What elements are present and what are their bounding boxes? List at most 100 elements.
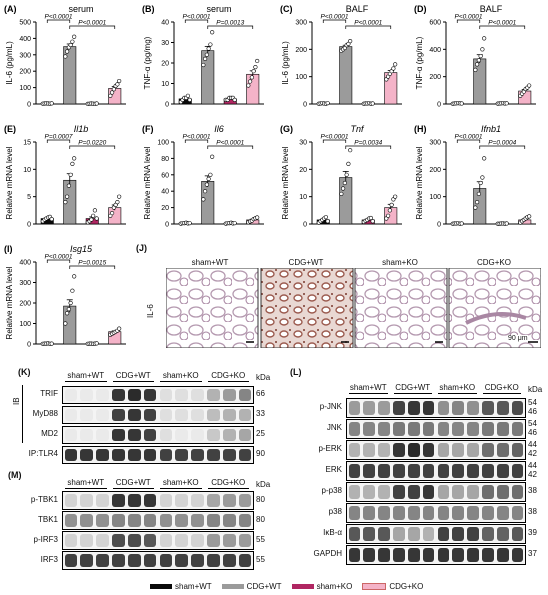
data-point [49, 101, 54, 106]
y-tick-label: 0 [165, 102, 169, 109]
y-tick-label: 0 [27, 222, 31, 229]
blot-band [422, 527, 435, 541]
y-axis-label: IL-6 (pg/mL) [5, 41, 14, 85]
blot-band [363, 485, 376, 499]
kda-value: 38 [528, 486, 537, 495]
blot-row-label: MyD88 [32, 409, 58, 418]
blot-group-label: sham+KO [162, 478, 199, 487]
blot-band [437, 506, 450, 520]
legend-text-sham-wt: sham+WT [175, 582, 212, 591]
blot-band [127, 389, 141, 401]
legend: sham+WT CDG+WT sham+KO CDG+KO [150, 582, 433, 591]
blot-band [452, 548, 465, 562]
blot-row-label: IRF3 [40, 554, 58, 564]
hist-tile-cdg-ko [448, 268, 541, 348]
significance-bracket [322, 19, 347, 23]
kda-value: 54 [528, 398, 537, 407]
significance-bracket [322, 139, 347, 143]
hist-tile-sham-wt [166, 268, 259, 348]
blot-band [363, 527, 376, 541]
data-point [249, 75, 254, 80]
blot-band [467, 464, 479, 478]
blot-band [407, 506, 420, 520]
blot-group-underline [393, 393, 432, 394]
blot-band [511, 548, 524, 562]
blot-band [452, 485, 465, 499]
data-point [210, 154, 215, 159]
y-axis-label: Relative mRNA level [281, 146, 290, 219]
blot-group-underline [160, 488, 202, 489]
blot-band [407, 443, 420, 457]
blot-group-underline [438, 393, 477, 394]
blot-band [238, 494, 252, 507]
blot-band [378, 548, 390, 562]
y-tick-label: 0 [27, 102, 31, 109]
panel-label: (D) [414, 4, 427, 14]
y-tick-label: 500 [19, 20, 31, 27]
significance-bracket [479, 25, 526, 29]
blot-band [80, 514, 94, 527]
blot-band [348, 401, 361, 415]
blot-panel-label: (M) [8, 470, 22, 480]
kda-value: 46 [528, 407, 537, 416]
blot-group-label: sham+KO [439, 383, 476, 392]
blot-row-label: IP:TLR4 [28, 449, 58, 458]
blot-band [363, 548, 376, 562]
blot-band [159, 449, 173, 461]
kda-label: kDa [528, 385, 543, 394]
blot-band [407, 527, 420, 541]
blot-group-underline [482, 393, 521, 394]
blot-band [393, 548, 405, 562]
blot-band [378, 443, 390, 457]
blot-band [496, 464, 509, 478]
y-tick-label: 400 [19, 36, 31, 43]
y-tick-label: 0 [27, 342, 31, 349]
blot-strip [346, 545, 526, 565]
blot-band [437, 548, 450, 562]
data-point [482, 156, 487, 161]
significance-bracket [69, 145, 116, 149]
data-point [459, 101, 464, 106]
panel-label: (A) [4, 4, 17, 14]
blot-band [80, 554, 94, 567]
blot-band [127, 409, 141, 421]
y-tick-label: 100 [157, 140, 169, 147]
data-point [68, 300, 73, 306]
y-tick-label: 400 [19, 260, 31, 267]
blot-strip [346, 482, 526, 502]
blot-band [467, 485, 479, 499]
data-point [208, 172, 213, 177]
blot-row-label: p-p38 [321, 486, 342, 495]
y-tick-label: 80 [161, 156, 169, 163]
y-tick-label: 60 [161, 172, 169, 179]
blot-band [175, 514, 189, 527]
data-point [72, 274, 77, 279]
hist-label-cdg-ko: CDG+KO [476, 258, 511, 267]
blot-band [482, 527, 494, 541]
data-point [208, 42, 213, 47]
significance-bracket [207, 25, 254, 29]
y-tick-label: 0 [303, 102, 307, 109]
blot-band [127, 534, 141, 547]
blot-band [496, 443, 509, 457]
hist-label-cdg-wt: CDG+WT [288, 258, 324, 267]
significance-bracket [456, 139, 481, 143]
kda-label: kDa [256, 480, 271, 489]
significance-bracket [46, 139, 71, 143]
blot-band [64, 429, 78, 441]
blot-band [511, 464, 524, 478]
blot-strip [62, 551, 254, 570]
data-point [346, 161, 351, 166]
data-point [204, 182, 209, 187]
blot-row-label: ERK [325, 465, 342, 474]
data-point [70, 288, 75, 293]
blot-band [422, 464, 435, 478]
y-tick-label: 300 [429, 140, 441, 147]
y-axis-label: Relative mRNA level [5, 266, 14, 339]
blot-band [175, 429, 189, 441]
significance-bracket [345, 25, 392, 29]
blot-band [393, 401, 405, 415]
data-point [478, 180, 483, 186]
blot-band [80, 409, 94, 421]
blot-band [238, 449, 252, 461]
